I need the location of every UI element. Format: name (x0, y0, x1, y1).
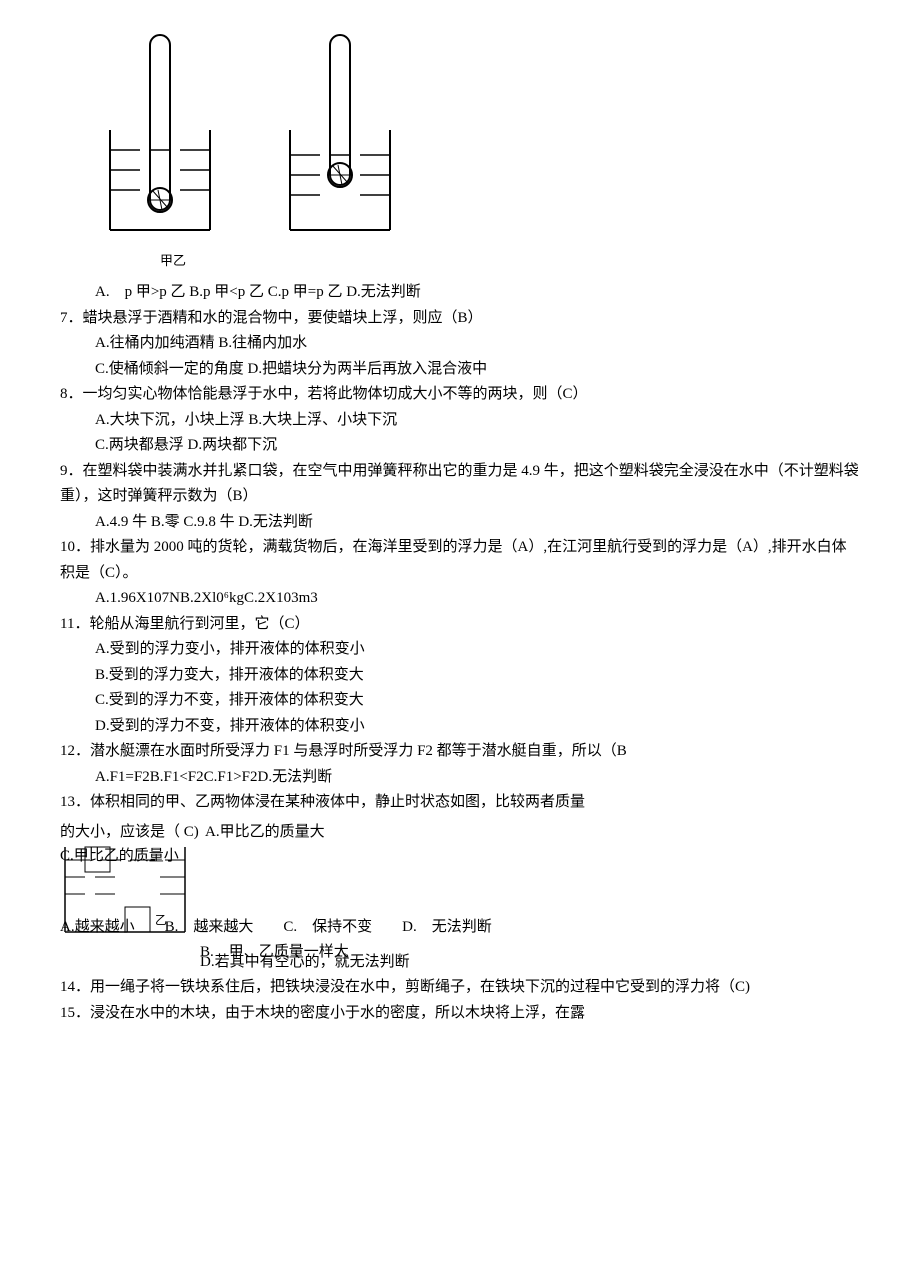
q7: 7．蜡块悬浮于酒精和水的混合物中，要使蜡块上浮，则应（B） (60, 306, 860, 332)
q13-line-b: B. 甲、乙质量一样大 (200, 940, 349, 966)
q13-overlap-text-3: C.甲比乙的质量小 (60, 844, 179, 870)
q13-option-c: C. 保持不变 (283, 915, 372, 941)
q15: 15．浸没在水中的木块，由于木块的密度小于水的密度，所以木块将上浮，在露 (60, 1001, 860, 1027)
q11-option-d: D.受到的浮力不变，排开液体的体积变小 (95, 714, 860, 740)
figure-caption: 甲乙 (160, 250, 860, 272)
q11-option-b: B.受到的浮力变大，排开液体的体积变大 (95, 663, 860, 689)
q13-option-d: D. 无法判断 (402, 915, 492, 941)
q13-overlap-text-2: A.甲比乙的质量大 (205, 820, 325, 846)
q13-overlap-region: 的大小，应该是（ C) A.甲比乙的质量大 C.甲比乙的质量小 乙 A.越来越小… (60, 820, 860, 950)
q8-option-a: A.大块下沉，小块上浮 B.大块上浮、小块下沉 (95, 408, 860, 434)
q8-option-c: C.两块都悬浮 D.两块都下沉 (95, 433, 860, 459)
q8: 8．一均匀实心物体恰能悬浮于水中，若将此物体切成大小不等的两块，则（C） (60, 382, 860, 408)
q13: 13．体积相同的甲、乙两物体浸在某种液体中，静止时状态如图，比较两者质量 (60, 790, 860, 816)
q12: 12．潜水艇漂在水面时所受浮力 F1 与悬浮时所受浮力 F2 都等于潜水艇自重，… (60, 739, 860, 765)
q10: 10．排水量为 2000 吨的货轮，满载货物后，在海洋里受到的浮力是（A）,在江… (60, 535, 860, 586)
q7-option-c: C.使桶倾斜一定的角度 D.把蜡块分为两半后再放入混合液中 (95, 357, 860, 383)
q12-options: A.F1=F2B.F1<F2C.F1>F2D.无法判断 (95, 765, 860, 791)
q9: 9．在塑料袋中装满水并扎紧口袋，在空气中用弹簧秤称出它的重力是 4.9 牛，把这… (60, 459, 860, 510)
q10-options: A.1.96X107NB.2Xl0⁶kgC.2X103m3 (95, 586, 860, 612)
q7-option-a: A.往桶内加纯酒精 B.往桶内加水 (95, 331, 860, 357)
beaker-figure-yi (280, 30, 400, 240)
q9-options: A.4.9 牛 B.零 C.9.8 牛 D.无法判断 (95, 510, 860, 536)
q11: 11．轮船从海里航行到河里，它（C） (60, 612, 860, 638)
q11-option-c: C.受到的浮力不变，排开液体的体积变大 (95, 688, 860, 714)
q6-options: A. p 甲>p 乙 B.p 甲<p 乙 C.p 甲=p 乙 D.无法判断 (95, 280, 860, 306)
label-yi: 乙 (155, 913, 167, 927)
figure-row-beakers (100, 30, 860, 240)
q14: 14．用一绳子将一铁块系住后，把铁块浸没在水中，剪断绳子，在铁块下沉的过程中它受… (60, 975, 860, 1001)
q11-option-a: A.受到的浮力变小，排开液体的体积变小 (95, 637, 860, 663)
beaker-figure-jia (100, 30, 220, 240)
